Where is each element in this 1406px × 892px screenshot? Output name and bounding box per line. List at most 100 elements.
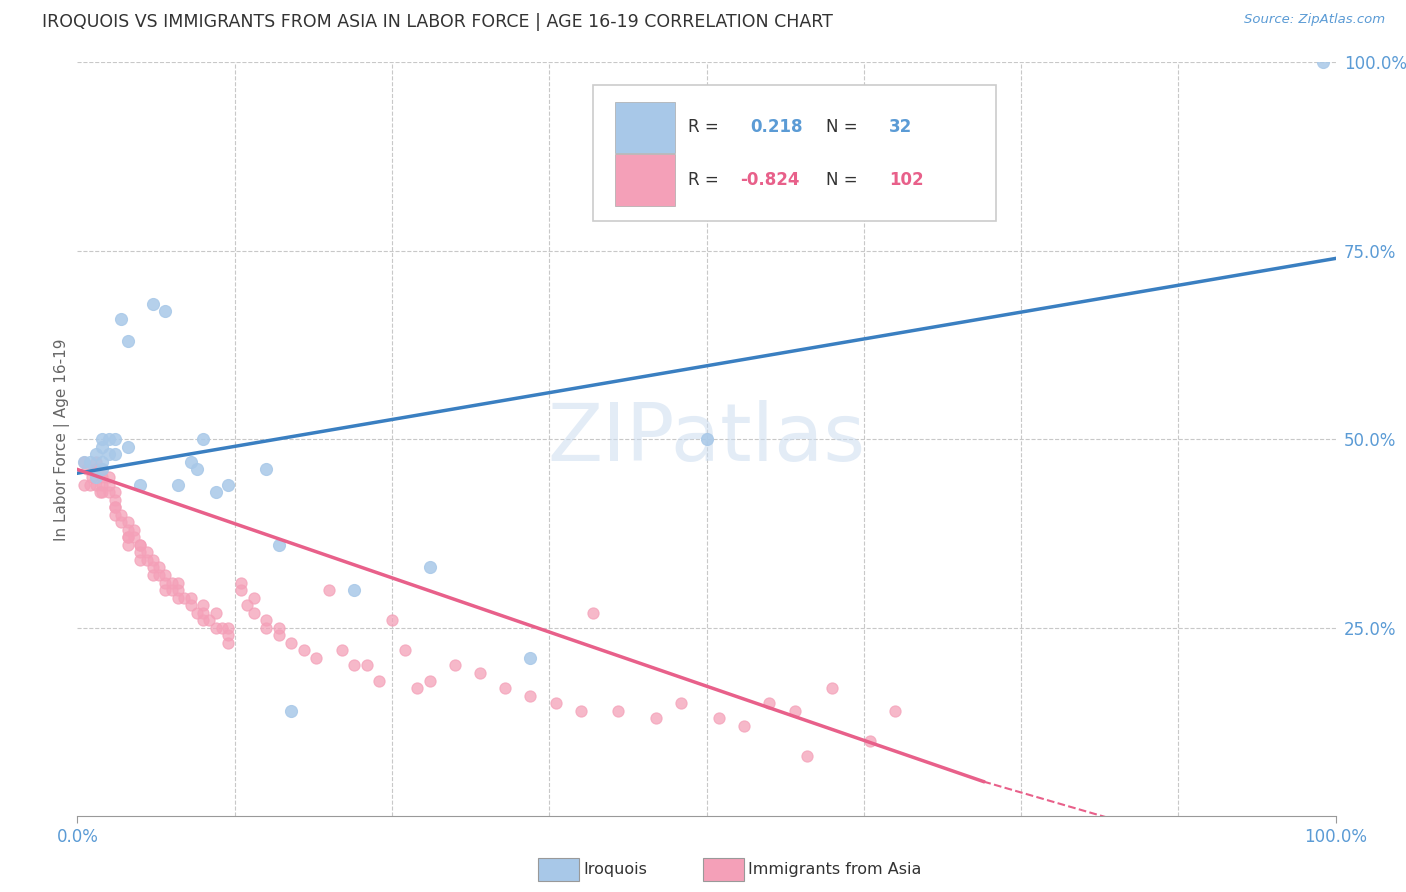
Point xyxy=(84,447,107,461)
Point xyxy=(155,304,177,318)
Point xyxy=(645,711,668,725)
Point xyxy=(671,696,693,710)
Point xyxy=(758,696,780,710)
Point xyxy=(318,583,340,598)
Text: R =: R = xyxy=(688,119,724,136)
Text: -0.824: -0.824 xyxy=(741,171,800,189)
Point xyxy=(155,583,177,598)
Point xyxy=(84,470,107,484)
Point xyxy=(84,455,107,469)
Point xyxy=(97,470,120,484)
Point xyxy=(142,296,165,310)
Point xyxy=(129,538,152,552)
Point xyxy=(859,733,882,747)
Point xyxy=(110,311,132,326)
Point xyxy=(129,477,152,491)
Point xyxy=(117,440,139,454)
Point xyxy=(117,530,139,544)
Point xyxy=(267,621,290,635)
Point xyxy=(884,704,907,718)
Point xyxy=(198,613,221,627)
Point xyxy=(381,613,404,627)
Point xyxy=(242,606,264,620)
Point xyxy=(229,575,252,590)
Point xyxy=(211,621,233,635)
Point xyxy=(82,470,104,484)
Point xyxy=(444,658,467,673)
Point xyxy=(292,643,315,657)
Point xyxy=(104,485,127,500)
Point xyxy=(129,538,152,552)
Point xyxy=(122,530,145,544)
Point xyxy=(76,462,98,476)
Text: Iroquois: Iroquois xyxy=(583,863,647,877)
Point xyxy=(267,628,290,642)
Point xyxy=(167,477,190,491)
Point xyxy=(155,568,177,582)
Point xyxy=(204,485,226,500)
Point xyxy=(135,545,157,559)
FancyBboxPatch shape xyxy=(614,102,675,153)
Point xyxy=(79,477,101,491)
Point xyxy=(97,447,120,461)
Point xyxy=(419,673,441,688)
Point xyxy=(191,598,215,612)
Point xyxy=(72,455,94,469)
Point xyxy=(117,530,139,544)
Point xyxy=(180,591,202,605)
Point xyxy=(117,538,139,552)
Point xyxy=(217,628,239,642)
Text: ZIPatlas: ZIPatlas xyxy=(547,401,866,478)
Text: 32: 32 xyxy=(889,119,912,136)
Point xyxy=(91,485,114,500)
Point xyxy=(117,515,139,529)
Point xyxy=(186,462,208,476)
Point xyxy=(104,508,127,522)
Point xyxy=(280,704,302,718)
Point xyxy=(155,575,177,590)
Point xyxy=(104,500,127,515)
Point xyxy=(91,477,114,491)
Point xyxy=(180,455,202,469)
Point xyxy=(343,658,366,673)
Point xyxy=(582,606,605,620)
Text: R =: R = xyxy=(688,171,724,189)
Point xyxy=(91,462,114,476)
Point xyxy=(607,704,630,718)
Point xyxy=(104,492,127,507)
Point xyxy=(91,462,114,476)
Text: N =: N = xyxy=(827,171,863,189)
Point xyxy=(204,606,226,620)
Point xyxy=(343,583,366,598)
Point xyxy=(97,433,120,447)
FancyBboxPatch shape xyxy=(614,154,675,206)
Point xyxy=(191,433,215,447)
Point xyxy=(186,606,208,620)
Point xyxy=(91,470,114,484)
Point xyxy=(160,575,183,590)
Point xyxy=(569,704,592,718)
Point xyxy=(89,485,111,500)
Point xyxy=(236,598,259,612)
Point xyxy=(110,508,132,522)
Point xyxy=(254,621,277,635)
Point xyxy=(79,455,101,469)
Point xyxy=(167,583,190,598)
Point xyxy=(191,613,215,627)
Point xyxy=(129,553,152,567)
Text: IROQUOIS VS IMMIGRANTS FROM ASIA IN LABOR FORCE | AGE 16-19 CORRELATION CHART: IROQUOIS VS IMMIGRANTS FROM ASIA IN LABO… xyxy=(42,13,832,31)
Point xyxy=(104,433,127,447)
Point xyxy=(129,545,152,559)
Point xyxy=(519,651,541,665)
Point xyxy=(1312,55,1334,70)
Point xyxy=(305,651,328,665)
Text: 102: 102 xyxy=(889,171,924,189)
Point xyxy=(167,575,190,590)
Point xyxy=(191,606,215,620)
Point xyxy=(394,643,416,657)
Point xyxy=(783,704,806,718)
Text: Source: ZipAtlas.com: Source: ZipAtlas.com xyxy=(1244,13,1385,27)
Point xyxy=(84,462,107,476)
Point xyxy=(117,334,139,349)
Point xyxy=(142,568,165,582)
